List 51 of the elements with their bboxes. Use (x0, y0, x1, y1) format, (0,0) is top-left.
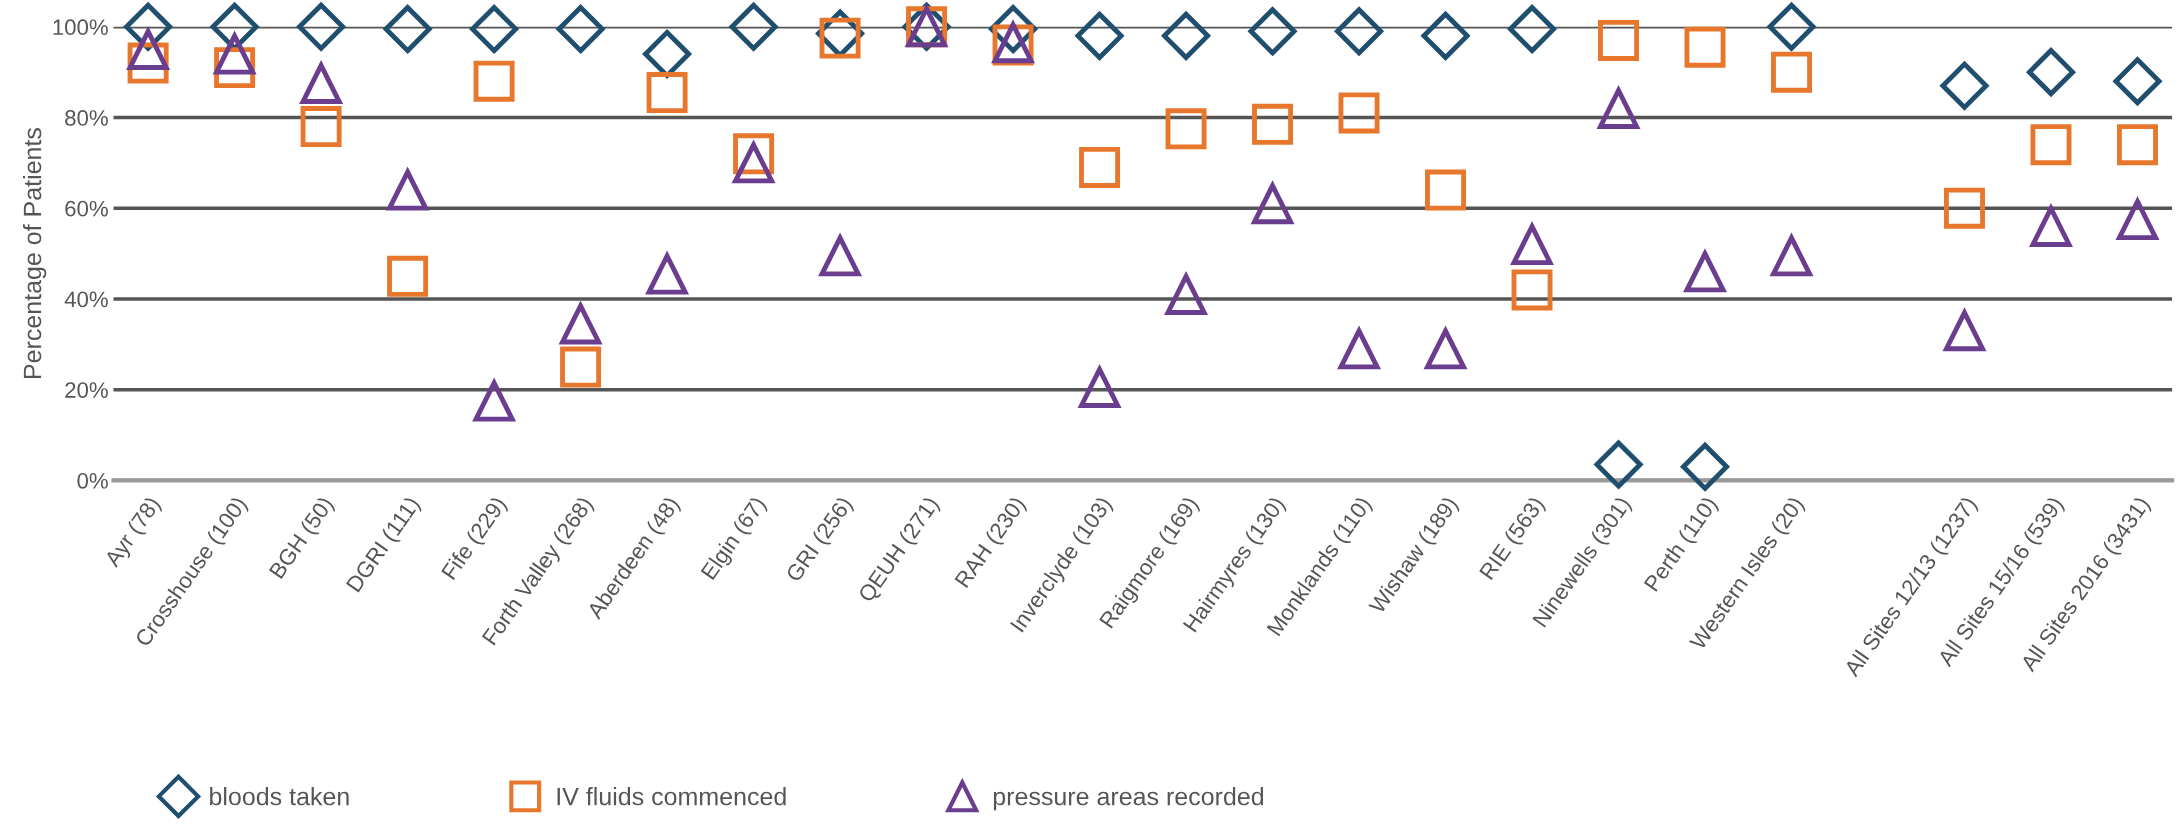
point (2030, 124, 2072, 166)
point (1680, 442, 1730, 491)
point (646, 72, 688, 114)
point (1248, 7, 1297, 56)
y-tick-label: 60% (65, 200, 108, 217)
y-axis-title: Percentage of Patients (22, 128, 47, 379)
point (1421, 11, 1470, 60)
point (1596, 85, 1641, 129)
y-tick-label: 80% (65, 110, 108, 126)
point (729, 2, 778, 51)
point (297, 2, 346, 51)
point (1767, 2, 1816, 51)
point (300, 106, 342, 148)
point (560, 346, 602, 388)
point (1165, 108, 1207, 150)
point (470, 5, 519, 54)
legend-label: IV fluids commenced (557, 787, 786, 806)
point (1162, 11, 1211, 60)
point (1594, 440, 1643, 489)
point (387, 255, 429, 297)
point (1338, 92, 1380, 134)
point (1771, 51, 1812, 93)
point (1079, 146, 1121, 188)
point (1425, 169, 1467, 211)
point (643, 29, 692, 79)
point (473, 60, 515, 102)
point (1507, 5, 1557, 54)
y-tick-label: 40% (64, 291, 108, 308)
legend-label: bloods taken (210, 787, 349, 806)
point (1075, 11, 1124, 60)
point (1684, 26, 1726, 68)
point (1511, 269, 1553, 311)
point (1335, 7, 1384, 56)
point (1252, 103, 1294, 145)
point (2029, 203, 2073, 247)
y-tick-label: 0% (77, 472, 108, 489)
point (2026, 48, 2076, 97)
point (1164, 271, 1208, 315)
x-tick-label: Ayr (78) (103, 495, 165, 571)
legend-label: pressure areas recorded (993, 787, 1264, 811)
point (1940, 61, 1989, 110)
point (1077, 364, 1122, 408)
point (1598, 19, 1639, 61)
y-tick-label: 100% (53, 19, 108, 36)
point (383, 5, 432, 54)
point (2117, 124, 2158, 166)
point (733, 133, 775, 175)
point (556, 5, 605, 54)
point (2113, 57, 2162, 106)
point (1944, 187, 1985, 229)
y-tick-label: 20% (65, 382, 108, 398)
